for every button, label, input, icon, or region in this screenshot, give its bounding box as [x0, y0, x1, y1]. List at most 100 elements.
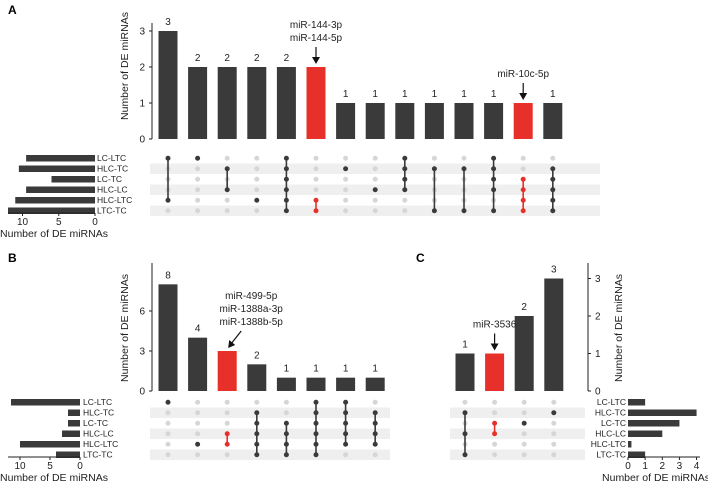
- set-size-bar: [62, 430, 80, 437]
- y-tick-label: 3: [139, 347, 145, 358]
- matrix-dot-inactive: [372, 197, 378, 203]
- panel-label: C: [416, 251, 425, 265]
- set-size-bar: [11, 399, 80, 406]
- annotation-label: miR-1388b-5p: [220, 317, 284, 328]
- matrix-dot-active: [254, 197, 260, 203]
- matrix-dot-inactive: [195, 208, 201, 214]
- set-label: HLC-TC: [97, 164, 128, 174]
- matrix-dot-inactive: [313, 155, 319, 161]
- bar-value-label: 1: [491, 89, 497, 100]
- set-size-bar: [68, 409, 80, 416]
- y-tick-label: 0: [595, 387, 601, 398]
- bar-value-label: 2: [195, 53, 201, 64]
- matrix-dot-inactive: [521, 452, 527, 458]
- annotation-label: miR-499-5p: [225, 291, 278, 302]
- matrix-dot-inactive: [254, 155, 260, 161]
- intersection-bar: [484, 103, 504, 139]
- matrix-dot-active: [521, 420, 527, 426]
- y-tick-label: 3: [139, 27, 145, 38]
- matrix-dot-inactive: [521, 441, 527, 447]
- set-label: LC-TC: [83, 418, 108, 428]
- intersection-bar: [276, 377, 296, 391]
- set-label: LC-TC: [97, 174, 122, 184]
- matrix-dot-inactive: [372, 166, 378, 172]
- set-axis-tick-label: 10: [17, 217, 29, 228]
- matrix-dot-inactive: [492, 410, 498, 416]
- set-axis-tick-label: 5: [47, 461, 53, 472]
- matrix-dot-inactive: [550, 155, 556, 161]
- matrix-dot-inactive: [520, 155, 526, 161]
- set-size-bar: [26, 186, 95, 193]
- intersection-bar: [247, 67, 267, 139]
- set-size-bar: [628, 409, 697, 416]
- matrix-dot-inactive: [195, 176, 201, 182]
- intersection-bar: [306, 377, 326, 391]
- intersection-bar: [336, 377, 356, 391]
- matrix-dot-inactive: [492, 441, 498, 447]
- intersection-bar: [365, 103, 385, 139]
- set-axis-tick-label: 4: [694, 461, 700, 472]
- y-axis-label: Number of DE miRNAs: [119, 274, 131, 382]
- bar-value-label: 1: [372, 89, 378, 100]
- intersection-bar: [217, 351, 237, 391]
- intersection-bar: [513, 103, 533, 139]
- matrix-dot-active: [372, 187, 378, 193]
- y-tick-label: 1: [595, 349, 601, 360]
- matrix-dot-inactive: [165, 420, 171, 426]
- matrix-dot-inactive: [551, 452, 557, 458]
- matrix-dot-inactive: [343, 155, 349, 161]
- set-label: LTC-TC: [83, 450, 113, 460]
- bar-value-label: 2: [284, 53, 290, 64]
- set-axis-label: Number of DE miRNAs: [0, 228, 108, 240]
- set-size-bar: [628, 399, 646, 406]
- matrix-dot-inactive: [195, 166, 201, 172]
- matrix-stripe: [150, 407, 390, 418]
- matrix-dot-inactive: [372, 176, 378, 182]
- matrix-dot-active: [195, 155, 201, 161]
- set-label: HLC-TC: [83, 408, 114, 418]
- set-size-bar: [20, 441, 80, 448]
- matrix-dot-inactive: [372, 155, 378, 161]
- intersection-bar: [188, 67, 208, 139]
- panel-label: B: [8, 251, 17, 265]
- matrix-dot-inactive: [402, 208, 408, 214]
- set-label: HLC-TC: [595, 408, 626, 418]
- intersection-bar: [514, 316, 534, 391]
- matrix-dot-inactive: [372, 208, 378, 214]
- set-size-bar: [68, 420, 80, 427]
- bar-value-label: 2: [224, 53, 230, 64]
- intersection-bar: [306, 67, 326, 139]
- annotation-arrowhead: [490, 343, 499, 351]
- bar-value-label: 2: [254, 53, 260, 64]
- matrix-dot-inactive: [165, 410, 171, 416]
- bar-value-label: 1: [462, 340, 468, 351]
- matrix-dot-inactive: [254, 399, 260, 405]
- matrix-dot-inactive: [551, 431, 557, 437]
- set-size-bar: [15, 197, 95, 204]
- set-label: HLC-LC: [595, 429, 626, 439]
- matrix-dot-inactive: [165, 431, 171, 437]
- matrix-dot-inactive: [283, 399, 289, 405]
- intersection-bar: [336, 103, 356, 139]
- matrix-dot-inactive: [521, 399, 527, 405]
- matrix-dot-inactive: [372, 452, 378, 458]
- set-size-bar: [628, 420, 680, 427]
- annotation-arrowhead: [312, 57, 320, 64]
- bar-value-label: 1: [343, 89, 349, 100]
- y-tick-label: 0: [139, 135, 145, 146]
- bar-value-label: 1: [343, 364, 349, 375]
- intersection-bar: [158, 284, 178, 391]
- matrix-dot-inactive: [343, 187, 349, 193]
- bar-value-label: 1: [372, 364, 378, 375]
- set-label: LC-TC: [601, 418, 626, 428]
- matrix-dot-inactive: [165, 208, 171, 214]
- set-axis-tick-label: 3: [677, 461, 683, 472]
- matrix-stripe: [150, 449, 390, 460]
- set-label: LTC-TC: [596, 450, 626, 460]
- bar-value-label: 2: [254, 350, 260, 361]
- matrix-dot-inactive: [254, 176, 260, 182]
- bar-value-label: 2: [521, 302, 527, 313]
- matrix-dot-inactive: [431, 155, 437, 161]
- matrix-dot-active: [165, 399, 171, 405]
